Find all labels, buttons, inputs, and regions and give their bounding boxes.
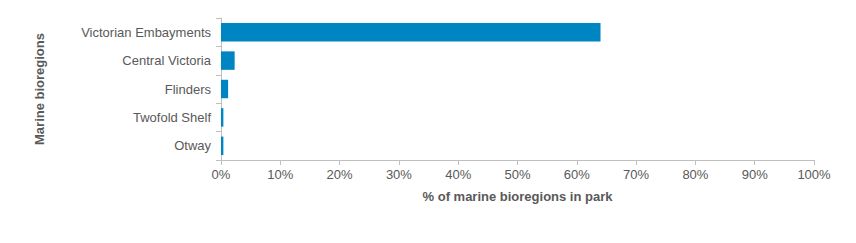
svg-text:30%: 30% <box>386 167 412 182</box>
svg-text:0%: 0% <box>212 167 231 182</box>
svg-text:Victorian Embayments: Victorian Embayments <box>81 25 211 40</box>
svg-text:100%: 100% <box>797 167 831 182</box>
svg-text:Flinders: Flinders <box>165 82 212 97</box>
svg-text:60%: 60% <box>564 167 590 182</box>
svg-text:70%: 70% <box>623 167 649 182</box>
svg-text:Central Victoria: Central Victoria <box>122 53 211 68</box>
svg-text:10%: 10% <box>267 167 293 182</box>
svg-text:90%: 90% <box>742 167 768 182</box>
svg-text:Marine bioregions: Marine bioregions <box>32 33 47 145</box>
svg-text:80%: 80% <box>682 167 708 182</box>
svg-text:Otway: Otway <box>174 138 211 153</box>
svg-text:40%: 40% <box>445 167 471 182</box>
svg-text:Twofold Shelf: Twofold Shelf <box>133 110 211 125</box>
svg-text:% of marine bioregions in park: % of marine bioregions in park <box>423 189 614 204</box>
svg-text:20%: 20% <box>327 167 353 182</box>
svg-text:50%: 50% <box>504 167 530 182</box>
